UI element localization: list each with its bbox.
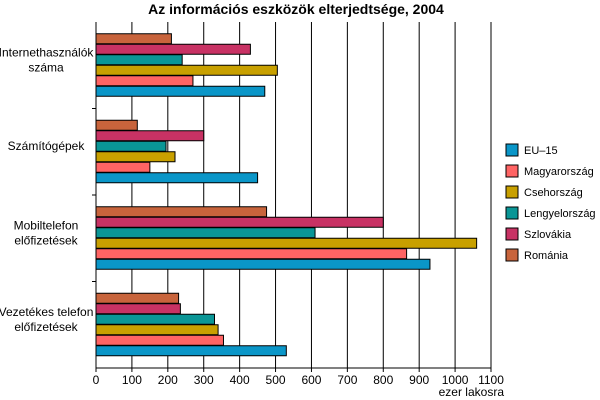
legend-swatch — [505, 227, 519, 241]
legend-swatch — [505, 164, 519, 178]
bar — [95, 130, 205, 142]
bar — [95, 140, 167, 152]
bar — [95, 292, 180, 304]
legend-swatch — [505, 143, 519, 157]
legend-label: Magyarország — [524, 166, 594, 178]
bar — [95, 334, 224, 346]
bar — [95, 43, 251, 55]
legend-swatch — [505, 248, 519, 262]
bar — [95, 33, 172, 45]
legend-label: Csehország — [524, 187, 583, 199]
bar — [95, 248, 408, 260]
legend-label: EU–15 — [524, 145, 558, 157]
bar — [95, 161, 151, 173]
bars — [95, 33, 478, 357]
x-tick-label: 1100 — [478, 373, 504, 387]
bar — [95, 151, 176, 163]
bar — [95, 75, 194, 87]
x-tick-label: 100 — [122, 373, 142, 387]
category-label: Mobiltelefon előfizetések — [14, 218, 79, 247]
legend-label: Románia — [524, 250, 569, 262]
axes — [92, 22, 492, 372]
legend-swatch — [505, 206, 519, 220]
bar — [95, 54, 183, 66]
legend-label: Lengyelország — [524, 208, 596, 220]
legend-label: Szlovákia — [524, 229, 572, 241]
x-axis-label: ezer lakosra — [439, 385, 505, 399]
legend-swatch — [505, 185, 519, 199]
bar — [95, 206, 268, 218]
bar — [95, 64, 278, 76]
bar — [95, 172, 259, 184]
bar — [95, 119, 138, 131]
category-label: Internethasználók száma — [0, 45, 94, 74]
x-tick-label: 200 — [158, 373, 178, 387]
bar — [95, 324, 219, 336]
legend: EU–15 Magyarország Csehország Lengyelország… — [505, 143, 596, 262]
bar — [95, 258, 431, 270]
category-label: Számítógépek — [8, 139, 86, 153]
x-tick-label: 0 — [93, 373, 100, 387]
x-tick-label: 1000 — [442, 373, 469, 387]
bar — [95, 313, 215, 325]
bar — [95, 227, 316, 239]
x-tick-label: 800 — [373, 373, 393, 387]
x-tick-labels: 0 100 200 300 400 500 600 700 800 900 1000 1100 — [93, 373, 505, 387]
bar — [95, 237, 478, 249]
bar — [95, 85, 266, 97]
category-labels: Internethasználók száma Számítógépek Mobilt… — [0, 45, 94, 334]
x-tick-label: 300 — [194, 373, 214, 387]
bar — [95, 216, 384, 228]
bar — [95, 345, 287, 357]
x-tick-label: 900 — [409, 373, 429, 387]
category-label: Vezetékes telefon előfizetések — [0, 305, 93, 334]
x-tick-label: 600 — [301, 373, 321, 387]
x-tick-label: 400 — [230, 373, 250, 387]
x-tick-label: 500 — [266, 373, 286, 387]
chart-title: Az információs eszközök elterjedtsége, 2… — [148, 1, 444, 17]
bar — [95, 303, 181, 315]
x-tick-label: 700 — [337, 373, 357, 387]
